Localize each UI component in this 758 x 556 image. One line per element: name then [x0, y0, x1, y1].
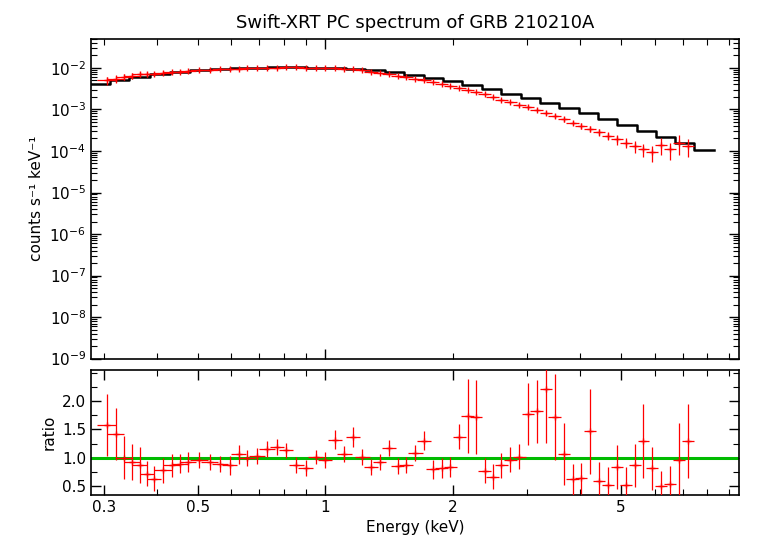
- Y-axis label: ratio: ratio: [42, 415, 56, 450]
- Y-axis label: counts s⁻¹ keV⁻¹: counts s⁻¹ keV⁻¹: [29, 136, 44, 261]
- X-axis label: Energy (keV): Energy (keV): [366, 520, 464, 535]
- Title: Swift-XRT PC spectrum of GRB 210210A: Swift-XRT PC spectrum of GRB 210210A: [236, 14, 594, 32]
